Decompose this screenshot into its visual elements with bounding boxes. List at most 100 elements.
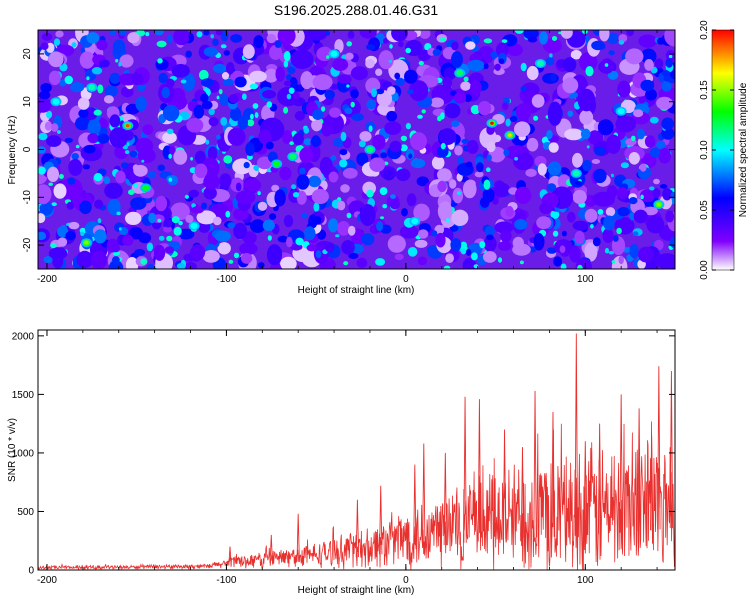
- heatmap-cell: [237, 115, 248, 130]
- snr-peak: [637, 408, 641, 532]
- heatmap-cell: [208, 117, 219, 127]
- heatmap-hot-spot: [653, 199, 665, 209]
- heatmap-cell: [235, 190, 256, 205]
- heatmap-cell: [551, 36, 558, 41]
- heatmap-cell: [413, 203, 430, 222]
- heatmap-cell: [486, 167, 491, 172]
- heatmap-cell: [501, 102, 509, 110]
- heatmap-cells: [38, 30, 675, 269]
- heatmap-cell: [242, 44, 255, 59]
- heatmap-cell: [461, 138, 470, 144]
- heatmap-cell: [115, 170, 126, 184]
- heatmap-cell: [82, 164, 91, 170]
- heatmap-cell: [219, 93, 228, 107]
- heatmap-hot-spot: [80, 238, 92, 248]
- heatmap-cell: [356, 152, 369, 166]
- snr-peak: [533, 390, 537, 538]
- heatmap-cell: [207, 146, 218, 161]
- heatmap-cell: [451, 209, 469, 226]
- heatmap-cell: [266, 33, 277, 44]
- hot-spot-core: [457, 71, 462, 75]
- heatmap-cell: [460, 241, 467, 249]
- heatmap-cell: [219, 173, 232, 188]
- heatmap-cell: [283, 80, 292, 87]
- heatmap-cell: [154, 30, 164, 36]
- heatmap-cell: [241, 93, 247, 100]
- heatmap-cell: [130, 197, 147, 210]
- heatmap-cell: [202, 250, 220, 263]
- heatmap-cell: [75, 144, 80, 149]
- heatmap-cell: [591, 159, 601, 164]
- snr-peak: [355, 499, 360, 558]
- heatmap-cell: [389, 140, 402, 153]
- heatmap-cell: [531, 94, 545, 108]
- heatmap-cell: [665, 58, 673, 68]
- heatmap-y-axis-label: Frequency (Hz): [7, 116, 18, 185]
- heatmap-cell: [142, 124, 154, 135]
- heatmap-cell: [561, 230, 567, 237]
- hot-spot-core: [291, 155, 295, 159]
- heatmap-cell: [658, 148, 671, 164]
- heatmap-cell: [483, 38, 493, 44]
- heatmap-cell: [41, 33, 53, 41]
- heatmap-cell: [547, 101, 563, 126]
- heatmap-cell: [398, 41, 404, 48]
- snr-peak: [657, 366, 661, 530]
- heatmap-cell: [38, 184, 52, 205]
- heatmap-cell: [168, 146, 176, 155]
- heatmap-cell: [87, 133, 99, 144]
- heatmap-cell: [577, 88, 596, 112]
- heatmap-cell: [504, 225, 513, 232]
- heatmap-cell: [498, 241, 512, 251]
- heatmap-cell: [313, 202, 320, 212]
- heatmap-cell: [307, 30, 328, 41]
- x-tick-label: -200: [37, 575, 57, 586]
- heatmap-cell: [239, 242, 258, 255]
- heatmap-cell: [394, 72, 401, 80]
- snr-peak: [296, 513, 300, 562]
- heatmap-cell: [133, 164, 148, 177]
- heatmap-cell: [560, 30, 573, 39]
- heatmap-cell: [233, 252, 240, 259]
- heatmap-cell: [656, 140, 666, 149]
- heatmap-cell: [287, 66, 296, 75]
- heatmap-x-ticks: -200 -100 0 100: [37, 30, 658, 285]
- snr-peak: [650, 435, 654, 530]
- heatmap-cell: [311, 118, 323, 132]
- heatmap-cell: [577, 264, 583, 269]
- heatmap-cell: [46, 110, 53, 119]
- snr-y-ticks: 0 500 1000 1500 2000: [12, 331, 675, 577]
- heatmap-cell: [266, 244, 283, 266]
- heatmap-cell: [594, 146, 606, 156]
- heatmap-cell: [584, 242, 598, 262]
- heatmap-cell: [414, 239, 428, 248]
- heatmap-cell: [661, 81, 672, 92]
- heatmap-cell: [253, 35, 264, 49]
- heatmap-cell: [213, 63, 227, 74]
- heatmap-cell: [350, 101, 355, 108]
- heatmap-cell: [638, 246, 654, 263]
- snr-peak: [597, 423, 602, 535]
- heatmap-cell: [306, 244, 318, 252]
- heatmap-cell: [128, 226, 143, 240]
- heatmap-cell: [482, 251, 497, 263]
- heatmap-cell: [617, 80, 631, 98]
- heatmap-cell: [250, 113, 254, 120]
- heatmap-cell: [597, 119, 614, 136]
- heatmap-cell: [572, 152, 583, 168]
- heatmap-cell: [437, 201, 453, 222]
- heatmap-cell: [387, 86, 396, 95]
- heatmap-cell: [444, 103, 461, 119]
- heatmap-cell: [452, 187, 464, 204]
- heatmap-cell: [350, 89, 359, 99]
- heatmap-cell: [291, 184, 297, 190]
- heatmap-cell: [269, 213, 277, 220]
- heatmap-cell: [652, 188, 661, 199]
- heatmap-cell: [550, 209, 560, 219]
- hot-spot-core: [54, 100, 58, 104]
- heatmap-cell: [38, 90, 51, 100]
- heatmap-cell: [572, 220, 589, 231]
- heatmap-cell: [570, 49, 582, 60]
- heatmap-cell: [234, 76, 247, 88]
- heatmap-cell: [299, 147, 314, 164]
